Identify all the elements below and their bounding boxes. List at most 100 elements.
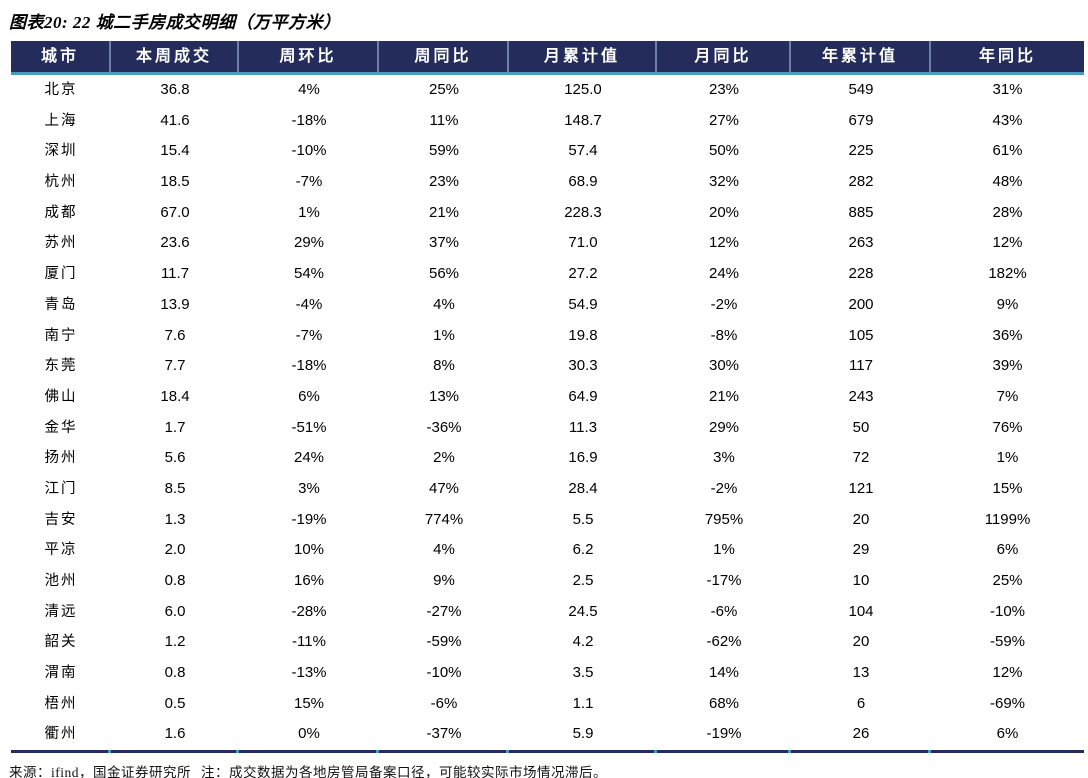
cell-week-yoy: 23% [428, 173, 460, 191]
cell-year-yoy: 43% [992, 111, 1023, 129]
cell-week-yoy: 11% [429, 111, 459, 129]
cell-year-cum: 679 [848, 111, 874, 129]
cell-month-cum: 4.2 [572, 633, 594, 651]
cell-month-cum: 148.7 [564, 111, 602, 129]
cell-week-sales: 7.6 [164, 326, 186, 344]
cell-year-yoy: 36% [992, 326, 1023, 344]
table-row: 苏州 23.6 29% 37% 71.0 12% 263 12% [11, 228, 1084, 259]
cell-month-cum: 16.9 [568, 449, 598, 467]
cell-week-sales: 1.2 [164, 633, 186, 651]
cell-month-yoy: 20% [708, 203, 740, 221]
cell-year-cum: 13 [852, 664, 870, 682]
cell-week-wow: -4% [295, 295, 323, 313]
cell-week-yoy: 37% [428, 234, 460, 252]
table-row: 佛山 18.4 6% 13% 64.9 21% 243 7% [11, 382, 1084, 413]
cell-month-cum: 228.3 [564, 203, 602, 221]
cell-week-yoy: 4% [433, 541, 455, 559]
table-row: 梧州 0.5 15% -6% 1.1 68% 6 -69% [11, 689, 1084, 720]
cell-month-yoy: 14% [708, 664, 740, 682]
cell-week-yoy: 8% [433, 357, 455, 375]
cell-month-cum: 54.9 [568, 295, 598, 313]
cell-week-wow: -11% [292, 633, 326, 651]
cell-week-sales: 1.6 [164, 725, 186, 743]
cell-year-yoy: -10% [989, 602, 1026, 620]
cell-year-cum: 885 [848, 203, 874, 221]
cell-month-cum: 3.5 [572, 664, 594, 682]
cell-year-cum: 20 [852, 510, 870, 528]
cell-week-yoy: 59% [428, 142, 460, 160]
cell-week-yoy: 21% [428, 203, 460, 221]
cell-year-cum: 117 [849, 357, 873, 375]
cell-month-yoy: 30% [708, 357, 740, 375]
cell-year-cum: 228 [848, 265, 874, 283]
cell-year-yoy: 1% [996, 449, 1019, 467]
table-header-row: 城市 本周成交 周环比 周同比 月累计值 月同比 年累计值 年同比 [11, 41, 1084, 72]
cell-month-yoy: 50% [708, 142, 740, 160]
cell-year-yoy: 6% [996, 725, 1019, 743]
cell-city: 东莞 [44, 358, 78, 375]
cell-city: 韶关 [44, 634, 78, 651]
cell-week-wow: -51% [291, 418, 327, 436]
cell-month-yoy: 24% [708, 265, 740, 283]
cell-week-sales: 18.4 [160, 387, 190, 405]
cell-month-yoy: 68% [708, 694, 740, 712]
cell-week-wow: -10% [291, 142, 327, 160]
column-header-year-yoy: 年同比 [931, 41, 1084, 72]
column-header-week-wow: 周环比 [239, 41, 379, 72]
table-row: 厦门 11.7 54% 56% 27.2 24% 228 182% [11, 259, 1084, 290]
cell-year-yoy: 7% [996, 387, 1019, 405]
header-underline [11, 72, 1084, 75]
cell-week-yoy: 13% [428, 387, 460, 405]
table-row: 渭南 0.8 -13% -10% 3.5 14% 13 12% [11, 658, 1084, 689]
cell-month-cum: 19.8 [568, 326, 598, 344]
cell-city: 佛山 [44, 388, 78, 405]
cell-week-wow: 4% [298, 81, 320, 98]
cell-week-wow: -13% [291, 664, 327, 682]
cell-year-cum: 121 [848, 479, 874, 497]
cell-year-yoy: 31% [992, 81, 1023, 98]
cell-year-yoy: 9% [996, 295, 1019, 313]
column-header-month-yoy: 月同比 [657, 41, 791, 72]
cell-week-wow: 24% [293, 449, 325, 467]
cell-city: 平凉 [44, 542, 78, 559]
cell-city: 上海 [44, 112, 78, 129]
cell-month-yoy: 3% [713, 449, 735, 467]
cell-city: 杭州 [44, 174, 78, 191]
table-row: 金华 1.7 -51% -36% 11.3 29% 50 76% [11, 413, 1084, 444]
cell-week-yoy: -59% [426, 633, 462, 651]
cell-week-wow: 54% [293, 265, 325, 283]
cell-year-cum: 243 [848, 387, 874, 405]
note-text: 注：成交数据为各地房管局备案口径，可能较实际市场情况滞后。 [201, 765, 607, 778]
cell-week-sales: 23.6 [160, 234, 190, 252]
cell-year-cum: 263 [848, 234, 874, 252]
cell-month-yoy: 27% [708, 111, 740, 129]
cell-month-yoy: 1% [713, 541, 735, 559]
bottom-border-segment [111, 750, 239, 754]
table-row: 平凉 2.0 10% 4% 6.2 1% 29 6% [11, 535, 1084, 566]
cell-month-yoy: 12% [708, 234, 740, 252]
cell-week-wow: 6% [298, 387, 320, 405]
cell-month-yoy: 23% [708, 81, 740, 98]
cell-city: 金华 [44, 419, 78, 436]
cell-year-yoy: 12% [992, 664, 1023, 682]
cell-city: 扬州 [44, 450, 78, 467]
bottom-border-segment [379, 750, 509, 754]
cell-week-sales: 6.0 [164, 602, 186, 620]
table-row: 清远 6.0 -28% -27% 24.5 -6% 104 -10% [11, 597, 1084, 628]
table-row: 韶关 1.2 -11% -59% 4.2 -62% 20 -59% [11, 627, 1084, 658]
cell-year-cum: 549 [848, 81, 874, 98]
cell-year-yoy: 182% [988, 265, 1027, 283]
cell-week-wow: 1% [298, 203, 320, 221]
cell-week-sales: 0.8 [164, 664, 186, 682]
cell-week-yoy: -36% [426, 418, 462, 436]
source-note: 来源：ifind，国金证券研究所 注：成交数据为各地房管局备案口径，可能较实际市场… [9, 761, 1083, 778]
column-header-city: 城市 [11, 41, 111, 72]
cell-week-sales: 36.8 [160, 81, 190, 98]
cell-city: 厦门 [44, 266, 78, 283]
cell-month-cum: 27.2 [568, 265, 598, 283]
cell-year-yoy: 61% [992, 142, 1023, 160]
cell-week-sales: 67.0 [160, 203, 190, 221]
cell-week-wow: 0% [298, 725, 320, 743]
cell-city: 清远 [44, 603, 78, 620]
